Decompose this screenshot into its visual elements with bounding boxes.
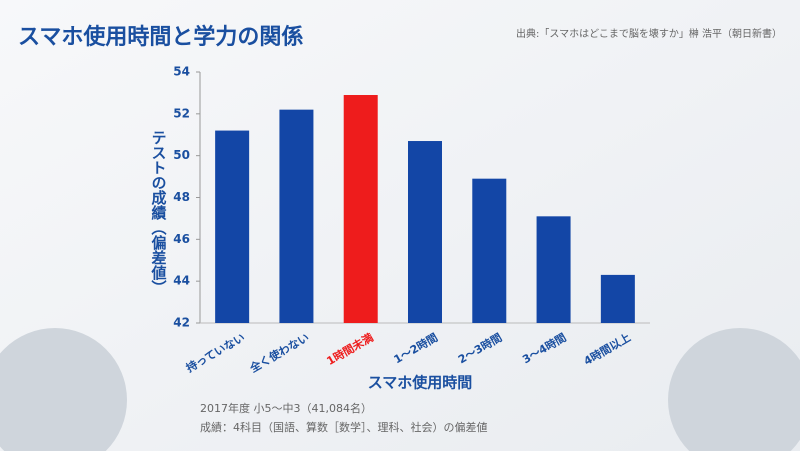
x-axis-label: スマホ使用時間 <box>368 374 473 392</box>
y-tick-label: 44 <box>173 274 190 288</box>
bar <box>600 274 635 323</box>
bar <box>279 109 314 324</box>
y-tick-label: 46 <box>173 232 190 246</box>
chart-title: スマホ使用時間と学力の関係 <box>18 24 303 50</box>
source: 出典:「スマホはどこまで脳を壊すか」榊 浩平（朝日新書） <box>516 27 782 40</box>
bar <box>472 178 507 323</box>
note: 2017年度 小5〜中3（41,084名） <box>200 401 372 415</box>
note: 成績：4科目（国語、算数［数学］、理科、社会）の偏差値 <box>200 420 488 434</box>
y-axis-label: テストの成績（偏差値） <box>150 130 168 295</box>
bar <box>215 130 250 323</box>
presenter-right <box>668 328 800 451</box>
y-tick-label: 42 <box>173 316 190 330</box>
bar <box>408 141 442 323</box>
y-tick-label: 52 <box>173 106 190 120</box>
y-tick-label: 54 <box>173 65 190 79</box>
y-tick-label: 50 <box>173 148 190 162</box>
y-tick-label: 48 <box>173 190 190 204</box>
bar <box>536 216 571 323</box>
bar <box>343 95 378 323</box>
presenter-left <box>0 328 127 451</box>
